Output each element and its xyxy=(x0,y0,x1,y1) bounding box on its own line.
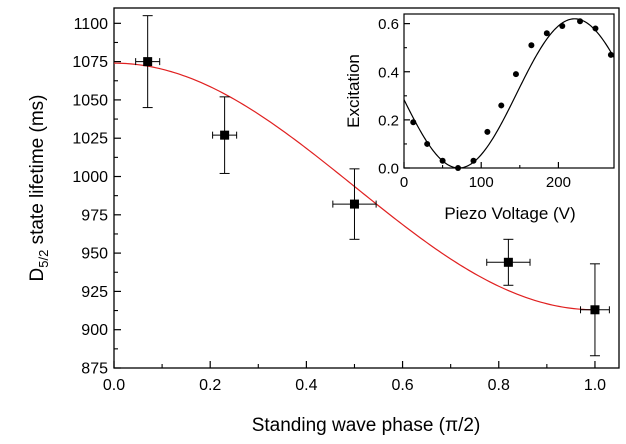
x-tick-label: 200 xyxy=(546,174,571,191)
y-tick-label: 0.4 xyxy=(378,64,399,81)
data-point xyxy=(487,239,530,285)
y-tick-label: 1025 xyxy=(72,131,108,148)
inset-background xyxy=(404,14,614,168)
inset-data-point xyxy=(577,18,583,24)
inset-data-point xyxy=(498,102,504,108)
inset-data-point xyxy=(424,141,430,147)
y-tick-label: 1100 xyxy=(74,16,109,33)
data-point xyxy=(581,264,610,356)
square-marker xyxy=(350,200,359,209)
y-tick-label: 925 xyxy=(81,284,108,301)
x-tick-label: 0.0 xyxy=(103,377,125,394)
y-tick-label: 1050 xyxy=(72,92,108,109)
x-tick-label: 0.6 xyxy=(391,377,413,394)
inset-data-point xyxy=(559,23,565,29)
data-point xyxy=(333,169,376,239)
y-tick-label: 0.2 xyxy=(378,112,399,129)
y-tick-label: 900 xyxy=(81,322,108,339)
main-y-axis-title: D5/2 state lifetime (ms) xyxy=(27,94,51,281)
inset-data-point xyxy=(455,165,461,171)
inset-data-point xyxy=(608,52,614,58)
y-title-main: D xyxy=(27,268,48,282)
y-tick-label: 1075 xyxy=(72,54,108,71)
square-marker xyxy=(504,258,513,267)
square-marker xyxy=(143,57,152,66)
inset-data-point xyxy=(440,158,446,164)
y-tick-label: 0.0 xyxy=(378,161,399,178)
main-x-axis-title: Standing wave phase (π/2) xyxy=(252,415,481,436)
inset-data-point xyxy=(484,129,490,135)
inset-data-point xyxy=(544,30,550,36)
square-marker xyxy=(220,131,229,140)
y-tick-label: 0.6 xyxy=(378,16,399,33)
x-tick-label: 100 xyxy=(469,174,494,191)
x-tick-label: 0.4 xyxy=(295,377,317,394)
y-tick-label: 1000 xyxy=(72,169,108,186)
x-tick-label: 1.0 xyxy=(584,377,606,394)
square-marker xyxy=(590,305,599,314)
y-tick-label: 975 xyxy=(81,207,108,224)
inset-x-axis-title: Piezo Voltage (V) xyxy=(444,204,575,223)
x-tick-label: 0 xyxy=(400,174,408,191)
y-tick-label: 875 xyxy=(81,361,108,378)
y-title-subscript: 5/2 xyxy=(36,250,51,268)
inset-data-point xyxy=(513,71,519,77)
x-tick-label: 0.2 xyxy=(199,377,221,394)
inset-data-point xyxy=(470,158,476,164)
y-title-rest: state lifetime (ms) xyxy=(27,94,48,249)
inset-data-point xyxy=(410,119,416,125)
inset-chart: 0 100 200 0.0 0.2 0.4 0.6 Piezo Voltage (V) Ex… xyxy=(344,14,614,223)
inset-data-point xyxy=(528,42,534,48)
inset-y-axis-title: Excitation xyxy=(344,54,363,128)
y-tick-label: 950 xyxy=(81,246,108,263)
inset-data-point xyxy=(592,25,598,31)
data-point xyxy=(213,97,237,174)
data-point xyxy=(136,16,160,108)
x-tick-label: 0.8 xyxy=(488,377,510,394)
